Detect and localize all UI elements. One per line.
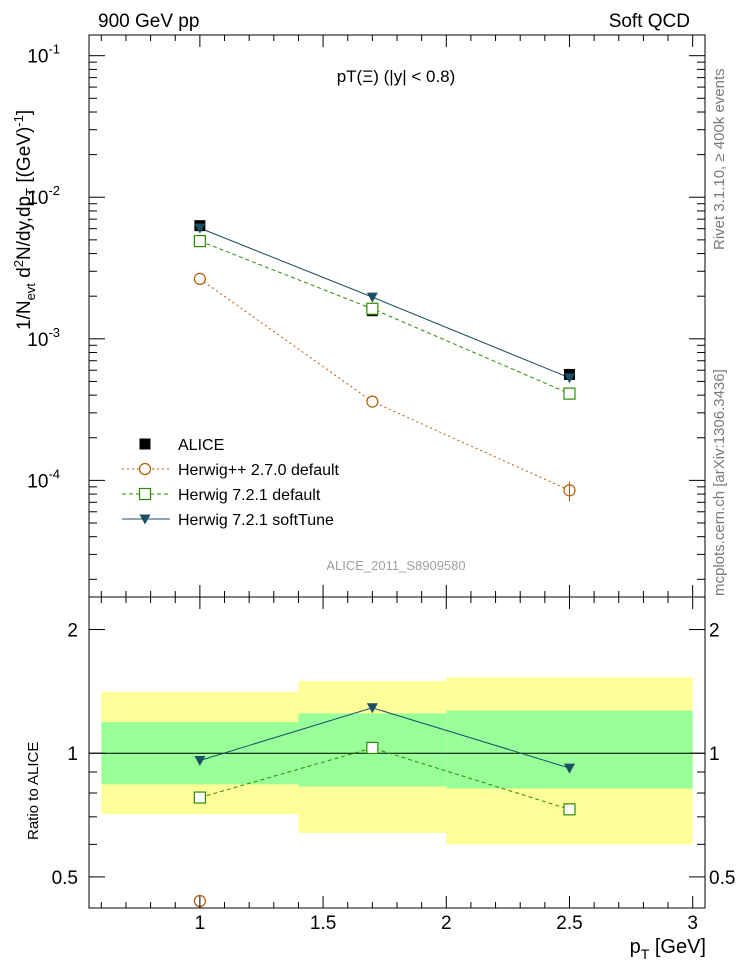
- ratio-point-herwig-7-2-1-default: [193, 791, 206, 804]
- line-herwig-7-2-1-default: [199, 240, 570, 395]
- legend-marker: [139, 438, 151, 450]
- y-tick-label: 10-4: [27, 466, 60, 492]
- x-tick-label: 2: [441, 913, 452, 934]
- legend-label: Herwig 7.2.1 default: [178, 487, 321, 504]
- legend-marker: [139, 514, 151, 525]
- ratio-y-axis-label: Ratio to ALICE: [25, 742, 42, 840]
- header-right: Soft QCD: [609, 11, 690, 32]
- analysis-id: ALICE_2011_S8909580: [326, 558, 465, 573]
- ratio-tick-label-right: 2: [709, 621, 720, 642]
- legend-marker: [138, 462, 152, 476]
- point-herwig-7-2-1-softtune: [563, 373, 575, 384]
- point-herwig-7-2-1-default: [563, 387, 576, 400]
- mcplots-label: mcplots.cern.ch [arXiv:1306.3436]: [711, 369, 728, 596]
- point-herwig-7-2-1-softtune: [366, 292, 378, 303]
- legend-label: Herwig 7.2.1 softTune: [178, 512, 334, 529]
- ratio-point-herwig-7-2-1-softtune: [563, 763, 575, 774]
- line-herwig-2-7-0-default: [199, 278, 570, 491]
- point-herwig-7-2-1-default: [193, 235, 206, 248]
- x-tick-label: 1: [195, 913, 206, 934]
- ratio-tick-label: 0.5: [52, 868, 78, 889]
- ratio-point-herwig-7-2-1-default: [366, 741, 379, 755]
- legend-label: ALICE: [178, 437, 224, 454]
- header-left: 900 GeV pp: [98, 11, 199, 32]
- ratio-tick-label-right: 0.5: [709, 868, 735, 889]
- ratio-tick-label-right: 1: [709, 744, 720, 765]
- rivet-label: Rivet 3.1.10, ≥ 400k events: [711, 68, 728, 250]
- ratio-point-herwig-7-2-1-softtune: [366, 703, 378, 714]
- ratio-line-herwig-7-2-1-default: [199, 747, 570, 810]
- legend-marker: [138, 487, 152, 501]
- point-herwig-2-7-0-default: [193, 272, 206, 285]
- ratio-point-herwig-7-2-1-default: [563, 803, 576, 816]
- ratio-tick-label: 1: [67, 744, 78, 765]
- point-herwig-2-7-0-default: [366, 395, 379, 408]
- x-axis-label: pT [GeV]: [630, 936, 706, 962]
- y-tick-label: 10-1: [27, 42, 60, 68]
- ratio-band-inner: [446, 710, 693, 789]
- point-herwig-7-2-1-default: [366, 302, 379, 315]
- plot-title: pT(Ξ) (|y| < 0.8): [337, 67, 456, 86]
- legend-label: Herwig++ 2.7.0 default: [178, 462, 340, 479]
- x-tick-label: 2.5: [556, 913, 582, 934]
- ratio-tick-label: 2: [67, 621, 78, 642]
- y-tick-label: 10-3: [27, 325, 60, 351]
- point-herwig-7-2-1-softtune: [194, 223, 206, 234]
- y-axis-label: 1/Nevt d2N/dy,dpT [(GeV)-1]: [11, 110, 38, 330]
- x-tick-label: 1.5: [310, 913, 336, 934]
- x-tick-label: 3: [687, 913, 698, 934]
- y-tick-label: 10-2: [27, 183, 60, 209]
- line-herwig-7-2-1-softtune: [199, 227, 570, 379]
- ratio-point-herwig-7-2-1-softtune: [194, 755, 206, 766]
